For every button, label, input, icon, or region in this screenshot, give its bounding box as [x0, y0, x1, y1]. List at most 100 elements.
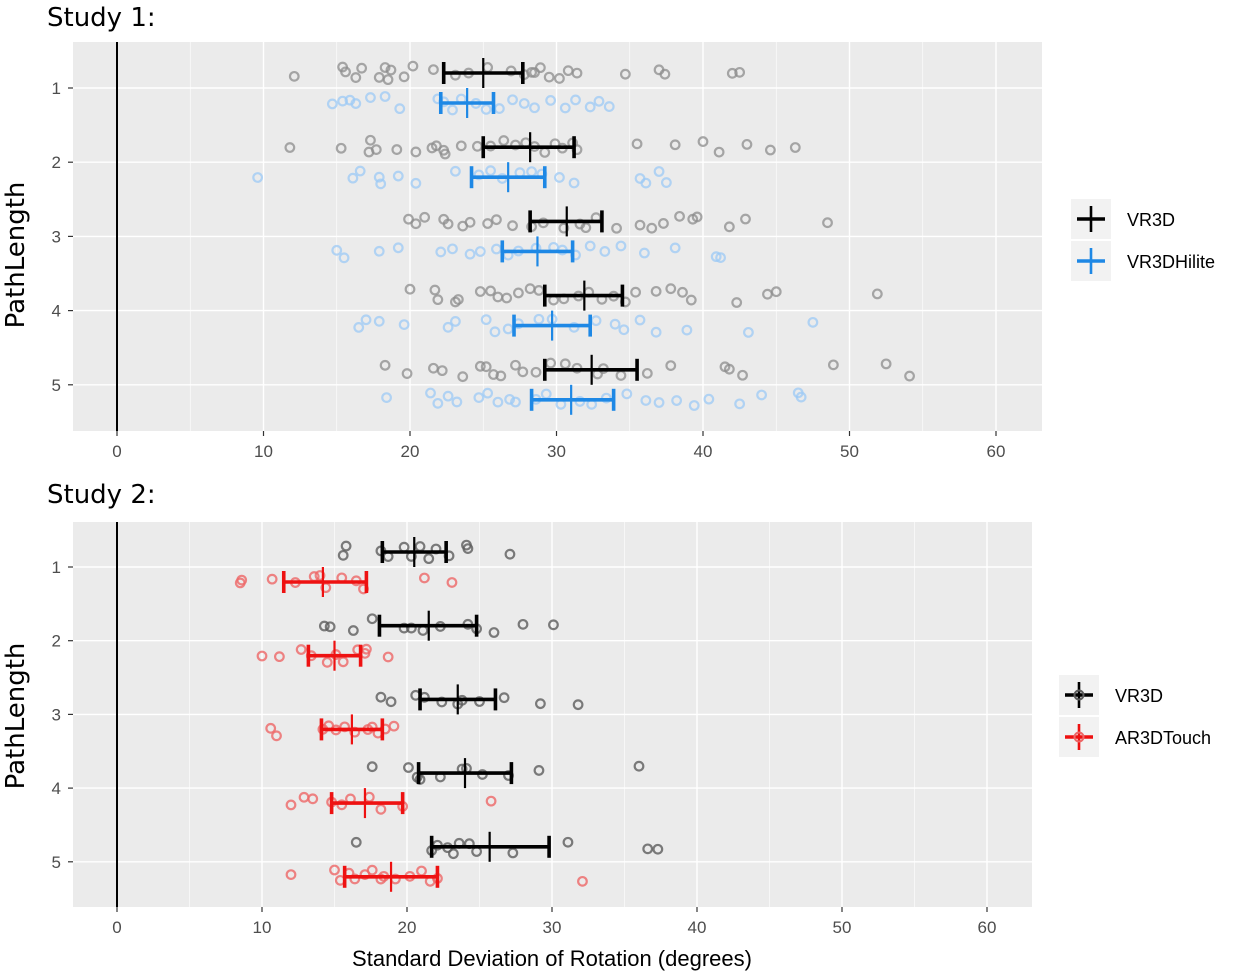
error-bar [416, 758, 514, 789]
study-2-title: Study 2: [47, 480, 156, 510]
data-point [642, 843, 654, 855]
study-1-legend: VR3D VR3DHilite [1071, 199, 1215, 281]
data-point [764, 144, 776, 156]
data-point [674, 210, 685, 222]
error-bar [319, 714, 385, 745]
data-point [822, 217, 833, 229]
data-point [530, 366, 542, 378]
data-point [633, 760, 645, 772]
data-point [432, 294, 444, 306]
data-point [321, 656, 333, 668]
error-bar [380, 537, 448, 567]
data-point [618, 324, 630, 336]
data-point [650, 326, 662, 338]
data-point [381, 392, 392, 404]
data-point [340, 540, 352, 552]
data-point [571, 67, 583, 79]
data-point [488, 627, 500, 638]
data-point [349, 873, 361, 885]
data-point [435, 246, 447, 258]
data-point [375, 873, 387, 885]
data-point [379, 91, 391, 102]
data-point [504, 548, 516, 560]
data-point [266, 573, 278, 585]
data-point [480, 314, 492, 326]
error-bar [481, 132, 576, 163]
data-point [403, 213, 414, 225]
legend-item: VR3D [1071, 199, 1175, 239]
data-point [350, 72, 362, 83]
data-point [410, 177, 422, 189]
data-point [307, 793, 319, 805]
data-point [669, 242, 681, 254]
data-point [498, 135, 510, 146]
data-point [398, 622, 410, 634]
data-point [392, 170, 404, 182]
data-point [501, 292, 513, 304]
data-point [474, 360, 486, 372]
data-point [419, 211, 431, 223]
y-tick-label: 3 [52, 227, 61, 246]
data-point [356, 62, 368, 74]
data-point [609, 318, 621, 330]
x-tick-label: 30 [543, 918, 562, 937]
study-2-y-axis-label: PathLength [1, 643, 31, 790]
data-point [510, 139, 521, 151]
data-point [517, 366, 529, 378]
data-point [373, 171, 385, 183]
x-tick-label: 40 [688, 918, 707, 937]
data-point [529, 102, 540, 114]
data-point [640, 177, 652, 189]
data-point [450, 165, 461, 177]
error-bar [342, 861, 440, 892]
y-tick-label: 1 [52, 79, 61, 98]
error-bar [281, 567, 369, 597]
data-point [482, 387, 494, 399]
data-point [365, 92, 376, 103]
data-point [288, 70, 300, 82]
data-point [740, 213, 751, 225]
data-point [446, 577, 458, 588]
data-point [388, 720, 400, 732]
data-point [337, 95, 349, 107]
error-bar [329, 788, 405, 819]
data-point [710, 251, 722, 263]
error-bar [542, 354, 639, 385]
data-point [580, 222, 592, 234]
data-point [410, 146, 422, 158]
data-point [382, 651, 394, 663]
data-point [685, 294, 697, 306]
error-bar [528, 206, 604, 237]
data-point [360, 314, 372, 326]
data-point [407, 60, 419, 72]
data-point [491, 214, 502, 226]
data-point [660, 177, 672, 188]
error-bar [512, 310, 592, 341]
data-point [318, 620, 330, 632]
error-bar [438, 88, 496, 118]
data-point [646, 222, 658, 234]
error-bar [542, 280, 625, 311]
data-point [439, 148, 451, 160]
data-point [329, 864, 340, 876]
data-point [731, 297, 743, 308]
legend-label: VR3D [1127, 210, 1175, 230]
data-point [353, 321, 365, 333]
data-point [603, 101, 615, 112]
data-point [756, 389, 767, 401]
data-point [366, 613, 378, 625]
data-point [734, 398, 746, 410]
error-bar [500, 236, 575, 267]
legend-key-point [1073, 731, 1085, 743]
data-point [448, 848, 459, 860]
study-2-legend: VR3D AR3DTouch [1059, 675, 1211, 757]
data-point [385, 64, 397, 76]
data-point [464, 216, 476, 228]
data-point [611, 222, 622, 234]
data-point [507, 220, 518, 232]
data-point [347, 625, 359, 636]
data-point [650, 285, 662, 297]
